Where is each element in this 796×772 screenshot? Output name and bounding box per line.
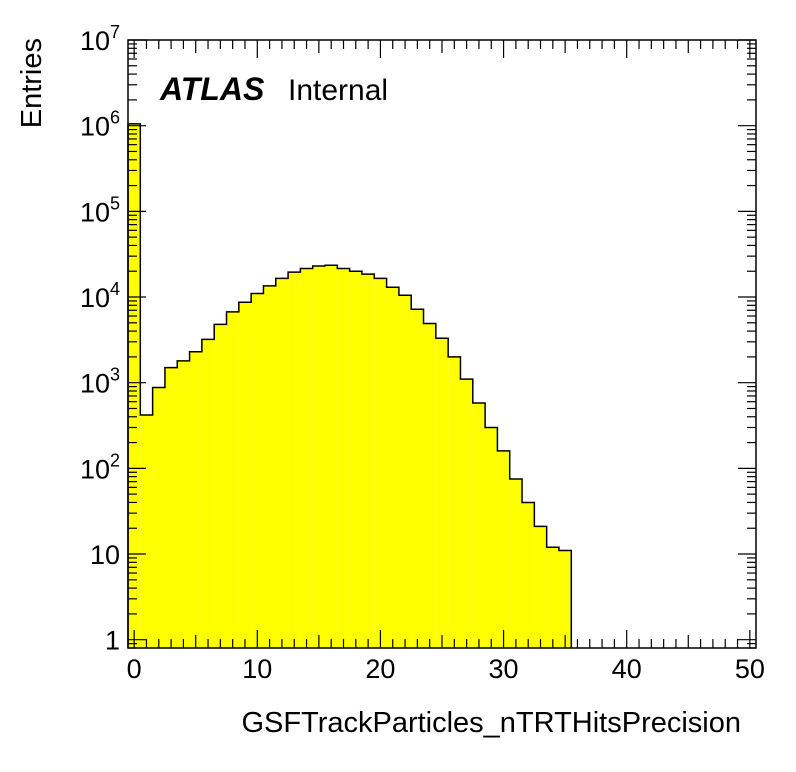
x-tick-label: 10 (242, 654, 272, 684)
histogram-bar (398, 295, 412, 648)
histogram-bar (558, 550, 572, 648)
x-tick-label: 0 (127, 654, 142, 684)
histogram-bar (275, 278, 289, 648)
histogram-bars (127, 123, 573, 648)
histogram-bar (238, 302, 252, 648)
y-tick-label: 104 (80, 279, 120, 313)
x-tick-label: 20 (365, 654, 395, 684)
histogram-bar (251, 293, 264, 648)
histogram-bar (312, 266, 326, 648)
histogram-bar (152, 387, 165, 648)
histogram-bar (497, 450, 510, 648)
histogram-bar (164, 367, 178, 648)
y-tick-label: 10 (90, 540, 120, 570)
histogram-outline (127, 123, 573, 648)
y-tick-label: 105 (80, 193, 120, 227)
histogram-bar (337, 268, 350, 648)
histogram-bar (534, 526, 547, 648)
histogram-bar (288, 272, 301, 648)
histogram-bar (423, 323, 436, 648)
histogram-bar (386, 287, 399, 648)
histogram-bar (189, 351, 202, 648)
histogram-bar (374, 278, 387, 648)
histogram-bar (349, 271, 362, 648)
plot-frame (127, 39, 757, 649)
histogram-bar (201, 339, 215, 648)
status-label: Internal (288, 74, 388, 107)
x-tick-label: 40 (612, 654, 642, 684)
y-axis-label: Entries (16, 38, 48, 128)
histogram-bar (140, 414, 153, 648)
histogram-bar (448, 356, 461, 648)
histogram-bar (460, 379, 473, 648)
histogram-bar (177, 360, 190, 648)
x-tick-label: 30 (489, 654, 519, 684)
y-tick-label: 103 (80, 365, 120, 399)
x-tick-label: 50 (735, 654, 765, 684)
x-tick-labels: 0 10 20 30 40 50 (127, 654, 765, 684)
histogram-bar (522, 502, 535, 648)
x-axis-label: GSFTrackParticles_nTRTHitsPrecision (241, 707, 741, 739)
histogram-bar (361, 274, 375, 648)
histogram-bar (411, 309, 424, 648)
histogram-bar (509, 479, 523, 648)
histogram-bar (325, 265, 338, 648)
histogram-bar (128, 123, 141, 648)
histogram-bar (214, 324, 227, 648)
histogram-bar (435, 338, 449, 648)
histogram-bar (485, 427, 498, 648)
histogram-bar (300, 268, 313, 648)
experiment-label: ATLAS (159, 71, 265, 107)
y-tick-label: 1 (105, 626, 120, 656)
histogram-bar (263, 285, 276, 648)
axis-ticks (128, 39, 756, 649)
histogram-bar (226, 311, 239, 648)
y-tick-label: 106 (80, 108, 120, 142)
histogram-bar (472, 402, 486, 648)
y-tick-label: 107 (80, 22, 120, 56)
y-tick-labels: 1 10 102 103 104 105 106 107 (80, 22, 120, 656)
histogram-bar (546, 547, 559, 648)
y-tick-label: 102 (80, 450, 120, 484)
